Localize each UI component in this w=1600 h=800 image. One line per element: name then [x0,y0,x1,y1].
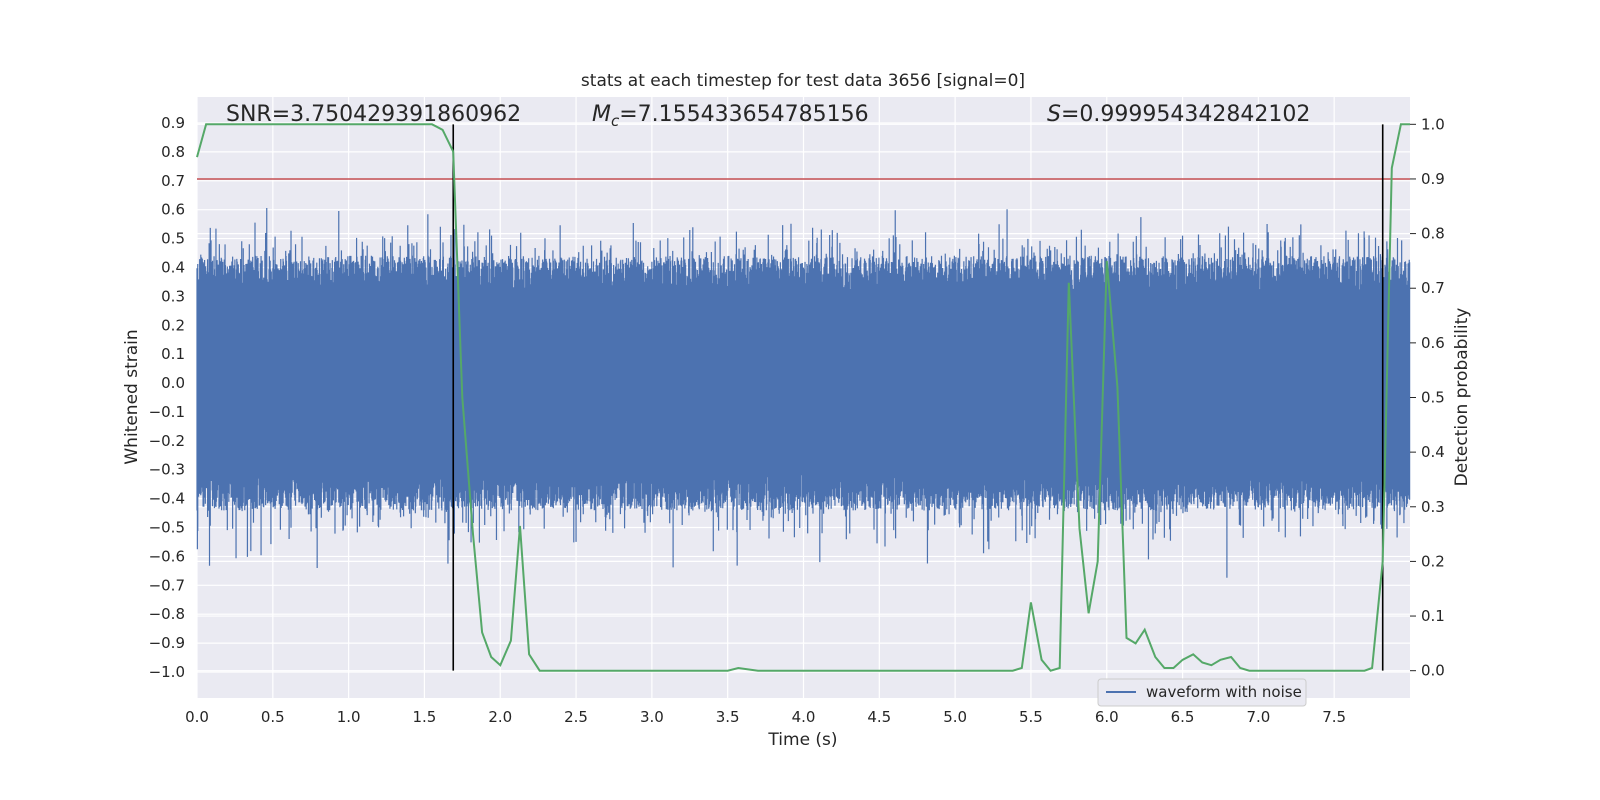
y-right-tick-label: 0.5 [1421,389,1445,407]
x-tick-label: 0.5 [261,708,285,726]
y-right-tick-label: 0.7 [1421,279,1445,297]
y-left-tick-label: 0.1 [161,345,185,363]
y-left-tick-label: 0.8 [161,143,185,161]
x-tick-label: 5.0 [943,708,967,726]
y-right-tick-label: 0.9 [1421,170,1445,188]
y-right-tick-label: 0.0 [1421,662,1445,680]
chirp-mass-value: =7.155433654785156 [619,102,868,127]
y-left-tick-label: −0.1 [149,403,185,421]
plot-area [196,97,1411,698]
x-tick-label: 1.0 [337,708,361,726]
legend-box [1097,678,1307,707]
x-tick-label: 7.0 [1246,708,1270,726]
chart-title: stats at each timestep for test data 365… [581,71,1025,91]
event-marker-lines [452,124,1384,671]
y-left-axis-ticks: 0.9 0.8 0.7 0.6 0.5 0.4 0.3 0.2 0.1 0.0 −0.1 −0.2 −0… [149,114,185,681]
legend-label: waveform with noise [1146,683,1302,701]
y-right-axis-label: Detection probability [1452,308,1472,487]
x-tick-label: 3.0 [640,708,664,726]
x-tick-label: 3.5 [716,708,740,726]
snr-annotation: SNR=3.750429391860962 [226,102,521,127]
x-tick-label: 6.5 [1171,708,1195,726]
x-tick-label: 6.0 [1095,708,1119,726]
y-right-tick-label: 0.3 [1421,498,1445,516]
y-left-tick-label: 0.5 [161,230,185,248]
x-tick-label: 1.5 [413,708,437,726]
x-tick-label: 5.5 [1019,708,1043,726]
y-left-tick-label: 0.2 [161,316,185,334]
y-left-tick-label: −0.3 [149,461,185,479]
y-left-tick-label: −1.0 [149,663,185,681]
waveform-trace [196,208,1411,578]
x-tick-label: 0.0 [185,708,209,726]
legend: waveform with noise [1097,678,1307,707]
x-axis-label: Time (s) [767,730,837,750]
y-right-tick-label: 1.0 [1421,115,1445,133]
y-left-tick-label: −0.4 [149,490,185,508]
x-tick-label: 4.5 [867,708,891,726]
y-left-tick-label: 0.9 [161,114,185,132]
y-left-tick-label: 0.4 [161,258,185,276]
y-left-axis-label: Whitened strain [122,329,142,464]
y-left-tick-label: 0.6 [161,201,185,219]
y-left-tick-label: −0.9 [149,634,185,652]
y-right-tick-label: 0.8 [1421,225,1445,243]
x-tick-label: 2.0 [488,708,512,726]
detection-probability-line [196,123,1410,672]
y-right-tick-label: 0.2 [1421,552,1445,570]
y-left-tick-label: −0.6 [149,547,185,565]
y-right-tick-label: 0.4 [1421,443,1445,461]
chirp-mass-symbol: M [592,102,611,127]
y-left-tick-label: −0.2 [149,432,185,450]
y-right-tick-label: 0.6 [1421,334,1445,352]
x-tick-label: 4.0 [792,708,816,726]
waveform-with-noise-series [196,208,1411,578]
y-left-tick-label: 0.3 [161,287,185,305]
chirp-mass-subscript: c [611,112,620,130]
y-left-tick-label: 0.0 [161,374,185,392]
x-tick-label: 7.5 [1322,708,1346,726]
y-left-tick-label: 0.7 [161,172,185,190]
chirp-mass-annotation: Mc=7.155433654785156 [592,102,869,130]
s-statistic-value: =0.999954342842102 [1061,102,1310,127]
y-right-tick-label: 0.1 [1421,607,1445,625]
y-left-tick-label: −0.8 [149,605,185,623]
s-statistic-symbol: S [1047,102,1061,127]
y-right-axis-ticks: 1.0 0.9 0.8 0.7 0.6 0.5 0.4 0.3 0.2 0.1 0.0 [1410,115,1445,680]
x-tick-label: 2.5 [564,708,588,726]
y-left-tick-label: −0.7 [149,576,185,594]
s-statistic-annotation: S=0.999954342842102 [1047,102,1310,127]
y-left-tick-label: −0.5 [149,519,185,537]
x-axis-ticks: 0.0 0.5 1.0 1.5 2.0 2.5 3.0 3.5 4.0 4.5 5.0 5.5 6.0 6… [185,708,1346,726]
